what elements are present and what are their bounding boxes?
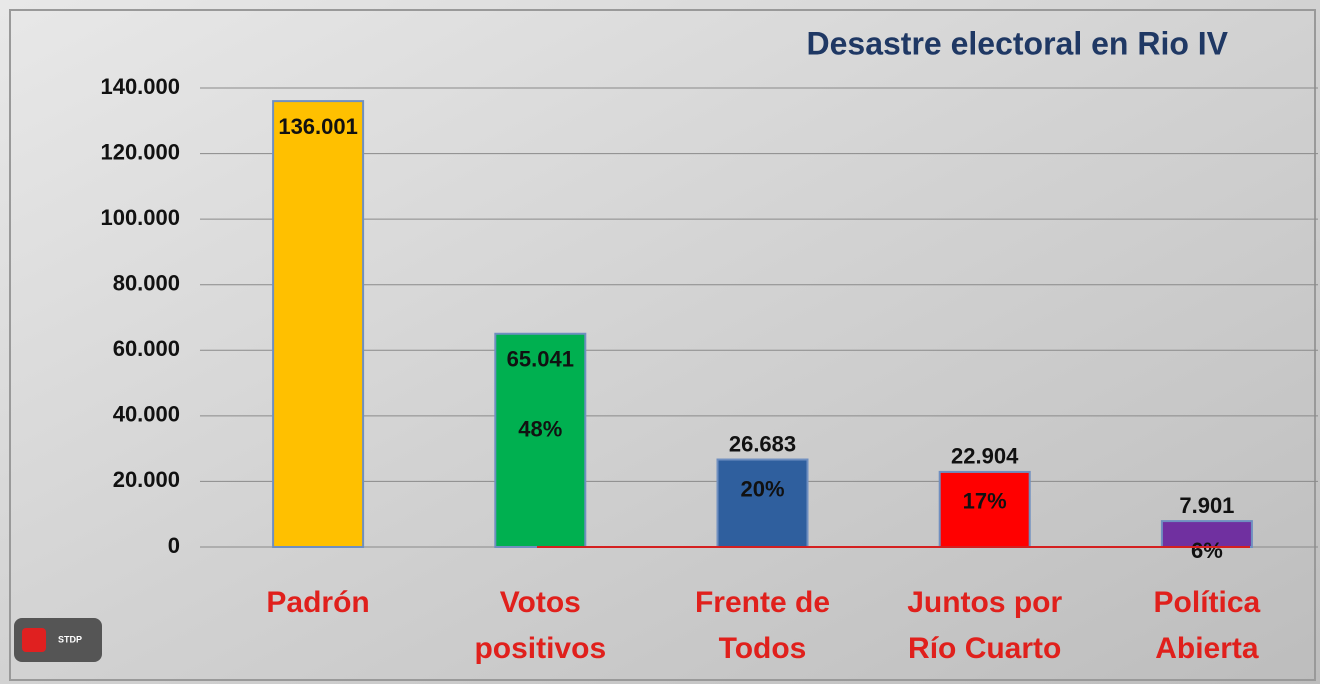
x-tick-label: Política [1154,586,1261,619]
page: Desastre electoral en Rio IV STDP 0 20.00… [0,0,1320,684]
percent-label: 48% [518,417,562,442]
y-tick-label: 60.000 [113,336,180,361]
x-tick-label: positivos [474,632,606,665]
x-tick-label: Abierta [1155,632,1259,665]
x-tick-label: Río Cuarto [908,632,1061,665]
logo: STDP [14,618,102,662]
y-tick-label: 40.000 [113,402,180,427]
x-tick-label: Frente de [695,586,830,619]
x-tick-label: Votos [500,586,581,619]
y-tick-label: 80.000 [113,271,180,296]
x-tick-label: Todos [719,632,807,665]
percent-label: 6% [1191,538,1223,563]
x-tick-label: Padrón [266,586,369,619]
chart: Desastre electoral en Rio IV STDP 0 20.00… [0,0,1320,684]
y-tick-label: 0 [168,533,180,558]
chart-title: Desastre electoral en Rio IV [806,25,1228,61]
background [0,0,1320,684]
value-label: 22.904 [951,444,1019,469]
y-tick-label: 140.000 [100,74,180,99]
value-label: 65.041 [507,347,574,372]
x-tick-label: Juntos por [907,586,1062,619]
y-tick-label: 20.000 [113,467,180,492]
y-tick-label: 120.000 [100,139,180,164]
bar [718,460,808,547]
logo-icon [22,628,46,652]
y-tick-label: 100.000 [100,205,180,230]
percent-label: 20% [740,476,784,501]
value-label: 136.001 [278,114,358,139]
logo-text: STDP [58,634,82,644]
percent-label: 17% [963,489,1007,514]
bar [273,101,363,547]
value-label: 7.901 [1179,493,1234,518]
value-label: 26.683 [729,431,796,456]
